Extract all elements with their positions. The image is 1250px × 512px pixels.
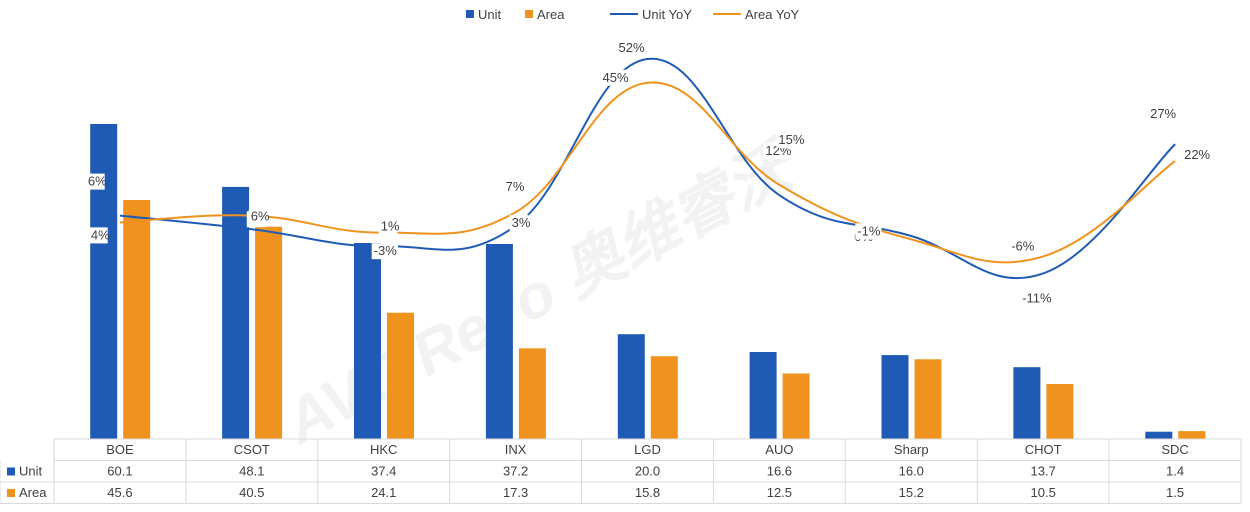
data-label-area-yoy-inx: 7% [506,179,525,194]
category-label-boe: BOE [106,442,134,457]
bar-area-hkc [387,312,414,439]
bar-area-csot [255,226,283,439]
table-cell-area-hkc: 24.1 [371,485,396,500]
legend-label-unit: Unit [478,7,502,22]
table-cell-area-inx: 17.3 [503,485,528,500]
category-label-sharp: Sharp [894,442,929,457]
data-table: BOE CSOT HKC INX LGD AUO Sharp CHOT SDC Unit 60.1 4… [0,438,1242,504]
legend-label-area-yoy: Area YoY [745,7,800,22]
table-cell-unit-chot: 13.7 [1031,464,1056,479]
table-cell-unit-lgd: 20.0 [635,464,660,479]
table-cell-area-lgd: 15.8 [635,485,660,500]
data-label-unit-yoy-boe: 6% [88,174,107,189]
bar-area-sdc [1178,431,1206,439]
category-label-inx: INX [505,442,527,457]
table-key-unit [7,467,15,476]
data-label-layer: 6%2%-3%3%52%12%0%-11%27%4%6%1%7%45%15%-1… [85,40,1211,307]
table-key-area [7,489,15,497]
table-cell-area-auo: 12.5 [767,485,792,500]
bar-unit-auo [749,352,777,439]
bar-area-auo [782,373,810,439]
legend-item-unit: Unit [466,7,502,22]
data-label-unit-yoy-hkc: -3% [374,243,398,258]
bar-unit-lgd [617,334,645,439]
bar-unit-boe [90,124,118,439]
legend-label-unit-yoy: Unit YoY [642,7,692,22]
category-label-auo: AUO [765,442,793,457]
bar-area-sharp [914,359,942,439]
legend-item-unit-yoy: Unit YoY [610,7,692,22]
table-cell-unit-inx: 37.2 [503,464,528,479]
table-cell-area-sharp: 15.2 [899,485,924,500]
table-cell-area-sdc: 1.5 [1166,485,1184,500]
data-label-unit-yoy-sdc: 27% [1150,106,1176,121]
data-label-unit-yoy-lgd: 52% [619,40,645,55]
data-label-area-yoy-sharp: -1% [857,223,881,238]
bar-unit-csot [222,186,250,439]
table-cell-unit-sdc: 1.4 [1166,464,1184,479]
bar-unit-sharp [881,355,909,439]
bar-unit-hkc [354,243,381,439]
data-label-area-yoy-lgd: 45% [603,70,629,85]
category-label-chot: CHOT [1025,442,1062,457]
data-label-unit-yoy-inx: 3% [512,215,531,230]
legend-item-area: Area [525,7,565,22]
category-label-sdc: SDC [1161,442,1188,457]
bar-unit-chot [1013,367,1041,439]
legend-label-area: Area [537,7,565,22]
table-cell-unit-hkc: 37.4 [371,464,396,479]
line-layer [119,57,1176,280]
data-label-area-yoy-auo: 15% [778,132,804,147]
bar-unit-inx [485,244,513,439]
table-cell-area-csot: 40.5 [239,485,264,500]
table-cell-unit-csot: 48.1 [239,464,264,479]
table-row-label-area: Area [19,485,47,500]
data-label-area-yoy-hkc: 1% [381,219,400,234]
table-cell-area-chot: 10.5 [1031,485,1056,500]
table-cell-unit-auo: 16.6 [767,464,792,479]
category-label-hkc: HKC [370,442,397,457]
table-cell-unit-boe: 60.1 [107,464,132,479]
data-label-area-yoy-csot: 6% [251,209,270,224]
data-label-area-yoy-boe: 4% [91,227,110,242]
category-label-lgd: LGD [634,442,661,457]
bar-area-boe [123,200,151,439]
bar-area-inx [518,348,546,439]
bar-area-lgd [650,356,678,439]
table-cell-area-boe: 45.6 [107,485,132,500]
data-label-area-yoy-sdc: 22% [1184,147,1210,162]
table-row-label-unit: Unit [19,464,43,479]
legend-item-area-yoy: Area YoY [713,7,800,22]
category-label-csot: CSOT [234,442,270,457]
bar-area-chot [1046,384,1074,439]
line-area-yoy [119,81,1176,264]
line-unit-yoy [119,57,1176,280]
bar-unit-sdc [1145,431,1173,439]
table-cell-unit-sharp: 16.0 [899,464,924,479]
bar-layer [90,124,1206,439]
legend: Unit Area Unit YoY Area YoY [466,7,800,22]
data-label-unit-yoy-chot: -11% [1022,290,1052,305]
data-label-area-yoy-chot: -6% [1011,238,1035,253]
